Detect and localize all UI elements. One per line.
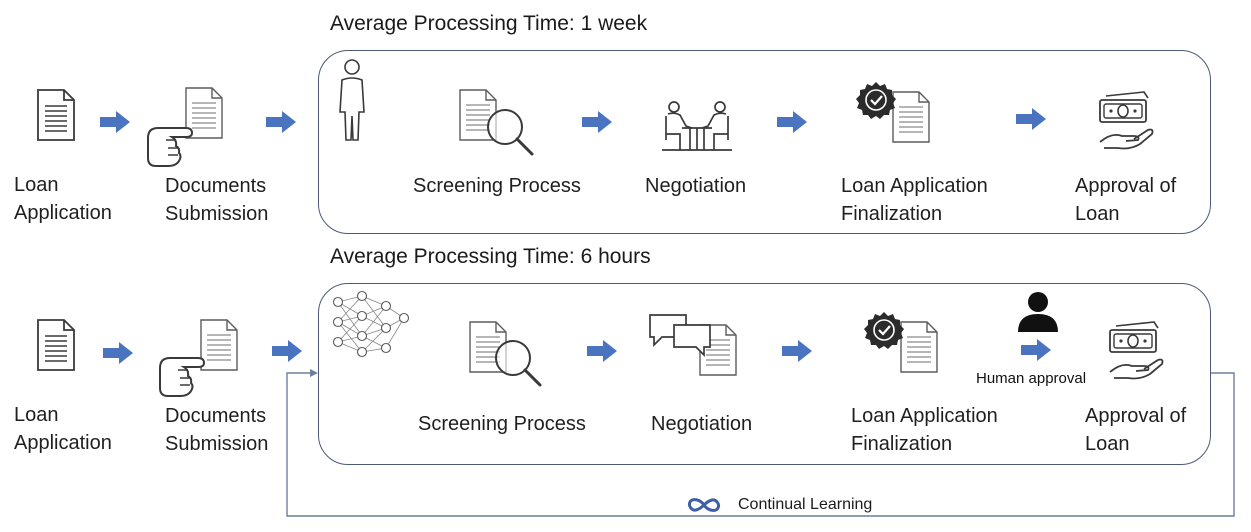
top-flow-title: Average Processing Time: 1 week xyxy=(330,12,648,35)
bottom-loan-application-label: Loan Application xyxy=(14,404,112,454)
top-approval-label: Approval of Loan xyxy=(1075,175,1177,225)
flow-arrow xyxy=(782,340,812,362)
top-negotiation-label: Negotiation xyxy=(645,175,747,197)
bottom-finalization-label: Loan Application Finalization xyxy=(851,405,998,455)
neural-network-icon xyxy=(332,290,410,358)
bottom-approval-label: Approval of Loan xyxy=(1085,405,1187,455)
magnifying-glass-icon xyxy=(494,339,542,387)
top-screening-label: Screening Process xyxy=(413,175,581,197)
top-finalization-label: Loan Application Finalization xyxy=(841,175,988,225)
check-badge-icon xyxy=(862,310,906,351)
top-documents-submission-label: Documents Submission xyxy=(165,175,269,225)
pointing-hand-icon xyxy=(159,357,205,397)
chat-bubbles-icon xyxy=(649,314,737,376)
continual-learning-label: Continual Learning xyxy=(738,496,873,513)
infinity-icon xyxy=(688,498,720,512)
meeting-table-icon xyxy=(662,101,732,151)
flow-arrow xyxy=(587,340,617,362)
flow-arrow xyxy=(103,342,133,364)
bottom-ai-frame xyxy=(318,283,1211,465)
document-icon xyxy=(900,321,938,373)
flow-arrow xyxy=(1021,339,1051,361)
top-ai-free-frame xyxy=(318,50,1211,234)
bottom-screening-label: Screening Process xyxy=(418,413,586,435)
person-outline-icon xyxy=(339,59,365,141)
human-approval-label: Human approval xyxy=(976,370,1087,387)
bottom-documents-submission-label: Documents Submission xyxy=(165,405,269,455)
bottom-flow-title: Average Processing Time: 6 hours xyxy=(330,245,651,268)
document-icon xyxy=(37,319,75,371)
money-hand-icon xyxy=(1109,321,1164,380)
user-silhouette-icon xyxy=(1018,292,1058,332)
flow-arrow xyxy=(272,340,302,362)
top-loan-application-label: Loan Application xyxy=(14,174,112,224)
bottom-negotiation-label: Negotiation xyxy=(651,413,753,435)
